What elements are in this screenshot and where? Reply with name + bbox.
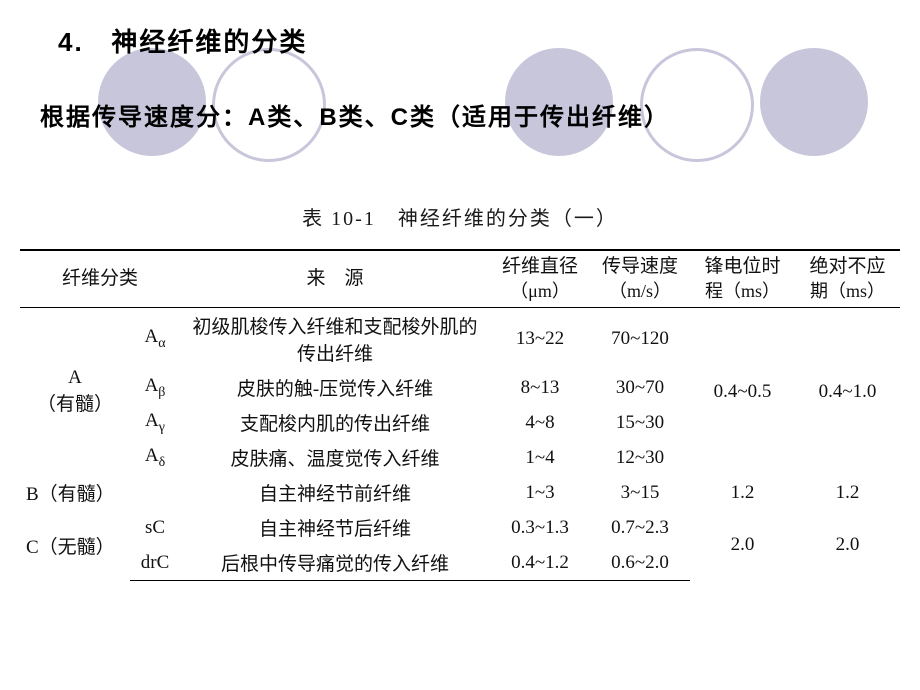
heading-number: 4.: [58, 27, 84, 57]
diameter-cell: 4~8: [490, 405, 590, 440]
table-row: A （有髓） Aα 初级肌梭传入纤维和支配梭外肌的传出纤维 13~22 70~1…: [20, 308, 900, 371]
source-cell: 支配梭内肌的传出纤维: [180, 405, 490, 440]
spike-cell: 1.2: [690, 475, 795, 510]
spike-cell: 2.0: [690, 510, 795, 581]
nerve-fiber-table: 纤维分类 来 源 纤维直径 （μm） 传导速度 （m/s） 锋电位时 程（ms）…: [20, 249, 900, 581]
refractory-cell: 2.0: [795, 510, 900, 581]
group-b-label: B（有髓）: [20, 475, 180, 510]
subtype-label: drC: [130, 545, 180, 581]
subtype-label: Aα: [130, 308, 180, 371]
velocity-cell: 70~120: [590, 308, 690, 371]
subtype-label: Aδ: [130, 440, 180, 475]
diameter-cell: 8~13: [490, 370, 590, 405]
source-cell: 后根中传导痛觉的传入纤维: [180, 545, 490, 581]
diameter-cell: 1~3: [490, 475, 590, 510]
diameter-cell: 0.3~1.3: [490, 510, 590, 545]
group-a-label: A （有髓）: [20, 308, 130, 476]
velocity-cell: 15~30: [590, 405, 690, 440]
velocity-cell: 3~15: [590, 475, 690, 510]
table-row: B（有髓） 自主神经节前纤维 1~3 3~15 1.2 1.2: [20, 475, 900, 510]
velocity-cell: 12~30: [590, 440, 690, 475]
velocity-cell: 30~70: [590, 370, 690, 405]
table-header-row: 纤维分类 来 源 纤维直径 （μm） 传导速度 （m/s） 锋电位时 程（ms）…: [20, 250, 900, 308]
heading-title: 神经纤维的分类: [111, 27, 307, 57]
source-cell: 初级肌梭传入纤维和支配梭外肌的传出纤维: [180, 308, 490, 371]
col-spike: 锋电位时 程（ms）: [690, 250, 795, 308]
subtype-label: Aβ: [130, 370, 180, 405]
velocity-cell: 0.7~2.3: [590, 510, 690, 545]
section-heading: 4. 神经纤维的分类: [0, 0, 920, 59]
col-velocity: 传导速度 （m/s）: [590, 250, 690, 308]
spike-cell: 0.4~0.5: [690, 308, 795, 476]
table-caption: 表 10-1 神经纤维的分类（一）: [0, 202, 920, 231]
table-row: C（无髓） sC 自主神经节后纤维 0.3~1.3 0.7~2.3 2.0 2.…: [20, 510, 900, 545]
col-diameter: 纤维直径 （μm）: [490, 250, 590, 308]
source-cell: 皮肤的触-压觉传入纤维: [180, 370, 490, 405]
diameter-cell: 0.4~1.2: [490, 545, 590, 581]
refractory-cell: 1.2: [795, 475, 900, 510]
group-c-label: C（无髓）: [20, 510, 130, 581]
col-refractory: 绝对不应 期（ms）: [795, 250, 900, 308]
col-source: 来 源: [180, 250, 490, 308]
source-cell: 自主神经节前纤维: [180, 475, 490, 510]
velocity-cell: 0.6~2.0: [590, 545, 690, 581]
diameter-cell: 1~4: [490, 440, 590, 475]
source-cell: 皮肤痛、温度觉传入纤维: [180, 440, 490, 475]
col-classification: 纤维分类: [20, 250, 180, 308]
refractory-cell: 0.4~1.0: [795, 308, 900, 476]
subtype-label: sC: [130, 510, 180, 545]
section-subheading: 根据传导速度分：A类、B类、C类（适用于传出纤维）: [0, 59, 920, 132]
source-cell: 自主神经节后纤维: [180, 510, 490, 545]
subtype-label: Aγ: [130, 405, 180, 440]
diameter-cell: 13~22: [490, 308, 590, 371]
